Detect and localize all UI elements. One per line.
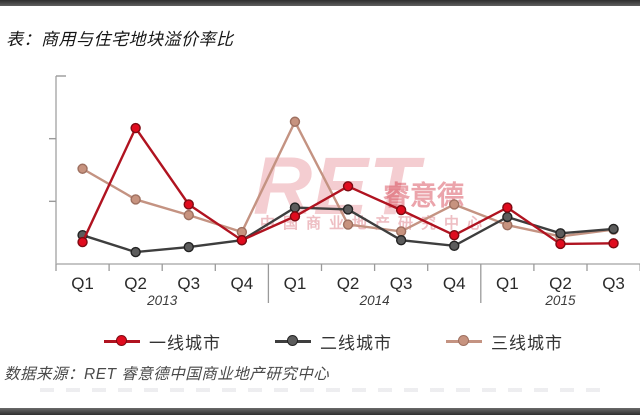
tier1-series-marker-icon (104, 335, 140, 346)
svg-text:Q1: Q1 (71, 274, 94, 293)
top-border-bar (0, 0, 640, 6)
chart-title: 表：商用与住宅地块溢价率比 (6, 30, 234, 49)
tier3-series-marker-icon (446, 335, 482, 346)
svg-text:Q3: Q3 (177, 274, 200, 293)
svg-text:Q1: Q1 (496, 274, 519, 293)
chart-legend: 一线城市 二线城市 三线城市 (104, 329, 563, 354)
legend-label-tier1: 一线城市 (149, 334, 221, 353)
legend-item-tier2: 二线城市 (275, 329, 392, 354)
tier2-series-marker-icon (275, 335, 311, 346)
svg-text:Q3: Q3 (602, 274, 625, 293)
legend-label-tier3: 三线城市 (491, 334, 563, 353)
svg-text:Q2: Q2 (124, 274, 147, 293)
svg-text:Q3: Q3 (390, 274, 413, 293)
svg-text:Q2: Q2 (549, 274, 572, 293)
bottom-border-bar (0, 408, 640, 415)
legend-item-tier3: 三线城市 (446, 329, 563, 354)
svg-text:Q1: Q1 (284, 274, 307, 293)
legend-label-tier2: 二线城市 (320, 334, 392, 353)
svg-text:Q4: Q4 (443, 274, 466, 293)
legend-item-tier1: 一线城市 (104, 329, 221, 354)
svg-text:Q2: Q2 (337, 274, 360, 293)
svg-text:2014: 2014 (359, 293, 390, 308)
data-source-note: 数据来源：RET 睿意德中国商业地产研究中心 (4, 366, 330, 383)
svg-text:2013: 2013 (146, 293, 178, 308)
svg-text:2015: 2015 (544, 293, 576, 308)
svg-text:Q4: Q4 (231, 274, 254, 293)
